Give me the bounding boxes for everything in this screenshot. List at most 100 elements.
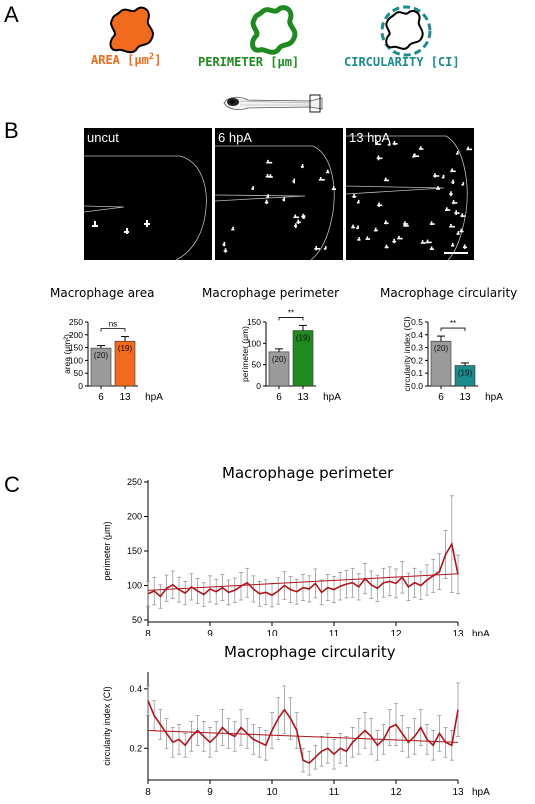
macrophage-speck [314,248,320,250]
circularity-bar-chart: circularity index (CI) 0.0 0.1 0.2 0.3 0.4 0.5… [402,316,503,403]
trend-line [147,573,459,591]
macrophage-speck [445,209,451,211]
panel-letter-c: C [4,472,20,497]
sample-size-label: (19) [296,334,311,343]
y-tick-label: 250 [69,317,83,327]
y-tick-label: 0.2 [411,355,423,365]
macrophage-speck [404,221,406,225]
macrophage-speck [376,141,378,145]
y-tick-label: 200 [69,330,83,340]
macrophage-speck [283,197,285,202]
macrophage-speck [302,213,304,219]
macrophage-speck [446,207,448,211]
macrophage-speck [326,169,329,174]
macrophage-speck [252,186,254,190]
macrophage-speck [418,148,424,150]
x-unit-label: hpA [485,392,503,403]
area-chart-title: Macrophage area [50,286,155,300]
y-tick-label: 200 [127,512,142,522]
macrophage-speck [266,173,269,177]
macrophage-speck [265,199,268,205]
macrophage-speck [398,235,400,239]
macrophage-speck [388,142,391,145]
x-tick-label: 13 [119,392,131,403]
x-unit-label: hpA [323,392,341,403]
x-tick-label: 11 [329,787,340,798]
x-tick-label: 10 [266,787,278,798]
macrophage-speck [451,202,458,204]
macrophage-speck [452,243,454,247]
circularity-timecourse-title: Macrophage circularity [224,643,396,661]
macrophage-speck [450,191,452,197]
micrograph-label: 13 hpA [349,130,391,145]
macrophage-speck [366,236,369,239]
macrophage-speck [419,146,422,149]
x-tick-label: 12 [390,629,402,636]
macrophage-speck [297,219,300,224]
macrophage-speck [269,174,272,178]
macrophage-speck [413,155,419,157]
macrophage-speck [393,141,396,146]
macrophage-speck [456,233,460,235]
circularity-timecourse-chart: circularity index (CI) 0.2 0.4 8 9 10 11 12 13 hp… [102,672,490,798]
macrophage-speck [450,223,452,227]
macrophage-speck [452,179,454,184]
y-tick-label: 0 [78,381,83,391]
macrophage-speck [430,221,433,225]
x-tick-label: 9 [207,629,213,636]
micrograph-13hpa-outline [346,135,472,260]
circularity-chart-title: Macrophage circularity [380,286,518,300]
y-tick-label: 150 [247,317,261,327]
y-tick-label: 50 [132,615,142,625]
macrophage-speck [457,231,460,234]
macrophage-speck [332,186,335,190]
macrophage-speck [393,238,395,244]
macrophage-speck [295,223,297,228]
macrophage-speck [357,225,359,228]
y-tick-label: 250 [127,477,142,487]
macrophage-speck [301,164,304,169]
micrograph-uncut: uncut [84,128,212,260]
perimeter-bar-chart: perimeter (μm) 0 50 100 150 (20) 6 (19) 13 ** hpA [240,308,341,403]
macrophage-speck [466,148,472,151]
macrophage-speck [376,157,383,160]
cell-cluster [351,141,472,250]
y-tick-label: 0.0 [411,381,423,391]
perimeter-chart-title: Macrophage perimeter [202,286,340,300]
y-tick-label: 50 [74,368,84,378]
x-tick-label: 8 [145,787,151,798]
macrophage-speck [223,241,226,247]
area-label-text: AREA [μm [91,53,149,67]
macrophage-speck [357,239,361,241]
macrophage-speck [425,241,432,244]
macrophage-speck [353,193,355,198]
y-tick-label: 0.4 [129,684,142,694]
y-tick-label: 150 [127,546,142,556]
y-tick-label: 0.4 [411,330,423,340]
macrophage-speck [421,240,424,244]
macrophage-speck [365,238,371,240]
y-tick-label: 0.1 [411,368,423,378]
macrophage-speck [461,213,464,218]
series-line [147,541,459,598]
y-tick-label: 0.5 [411,317,423,327]
x-tick-label: 6 [438,392,444,403]
x-tick-label: 12 [390,787,402,798]
trend-line [147,729,459,743]
cell-cluster [222,159,336,253]
x-tick-label: 13 [452,787,464,798]
x-tick-label: 11 [329,629,340,636]
significance-label: ns [109,320,117,329]
macrophage-speck [385,220,387,225]
macrophage-speck [315,246,317,251]
macrophage-speck [266,196,270,198]
macrophage-speck [232,226,234,230]
macrophage-speck [224,248,227,253]
zebrafish-larva-schematic [223,94,323,113]
area-label: AREA [μm2] [91,52,161,67]
x-tick-label: 8 [145,629,151,636]
y-tick-label: 100 [69,355,83,365]
macrophage-speck [414,153,416,157]
macrophage-speck [397,237,403,240]
macrophage-speck [442,174,445,178]
